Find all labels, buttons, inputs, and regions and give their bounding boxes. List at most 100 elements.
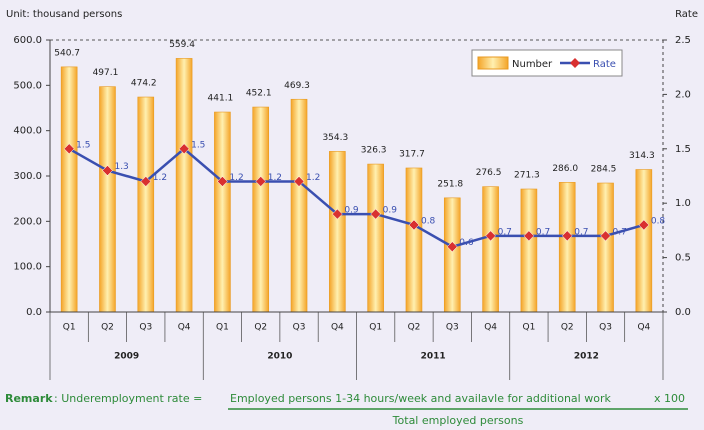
rate-value-label: 0.8 <box>651 216 666 226</box>
rate-marker <box>331 208 343 220</box>
legend-box <box>471 49 623 77</box>
bar-value-label: 284.5 <box>591 165 617 175</box>
y2-tick-label: 2.0 <box>675 89 691 100</box>
rate-marker <box>217 176 228 187</box>
bar <box>443 197 461 313</box>
rate-marker <box>63 143 75 155</box>
rate-marker <box>178 143 190 155</box>
bar <box>520 188 538 313</box>
rate-value-label: 0.9 <box>344 206 359 216</box>
legend-marker <box>570 58 580 68</box>
rate-value-label: 1.2 <box>229 173 243 183</box>
remark-lhs: : Underemployment rate = <box>54 392 202 405</box>
bar <box>635 169 653 313</box>
bar <box>405 167 423 313</box>
y-tick-label: 0.0 <box>26 307 42 318</box>
x-tick-label: Q3 <box>599 323 612 333</box>
group-label: 2011 <box>421 352 446 362</box>
bar-value-label: 469.3 <box>284 81 310 91</box>
bar <box>290 98 308 313</box>
legend-label: Rate <box>593 59 616 70</box>
bar-value-label: 326.3 <box>361 146 387 156</box>
rate-value-label: 0.7 <box>613 227 627 237</box>
bar <box>482 186 499 313</box>
rate-line <box>68 147 645 249</box>
bar-value-label: 314.3 <box>629 151 655 161</box>
bar <box>558 182 576 313</box>
x-tick-label: Q4 <box>637 323 650 333</box>
x-tick-label: Q2 <box>561 323 574 333</box>
rate-marker <box>523 230 535 242</box>
group-label: 2009 <box>114 352 139 362</box>
rate-value-label: 1.2 <box>306 173 320 183</box>
remark-denominator: Total employed persons <box>392 414 524 427</box>
bar-value-label: 452.1 <box>246 89 272 99</box>
bar-value-label: 354.3 <box>322 133 348 143</box>
rate-marker <box>561 230 573 242</box>
x-tick-label: Q4 <box>484 323 497 333</box>
rate-value-label: 1.2 <box>153 173 167 183</box>
bar-value-label: 540.7 <box>54 48 80 58</box>
bar-value-label: 276.5 <box>476 168 502 178</box>
x-tick-label: Q3 <box>446 323 459 333</box>
remark-multiplier: x 100 <box>654 392 685 405</box>
bar-value-label: 441.1 <box>208 94 234 104</box>
y-tick-label: 100.0 <box>13 262 42 273</box>
rate-marker <box>293 176 305 187</box>
rate-value-label: 1.5 <box>76 140 90 150</box>
rate-value-label: 0.7 <box>498 227 512 237</box>
bar-value-label: 497.1 <box>93 68 119 78</box>
y-tick-label: 500.0 <box>13 80 42 91</box>
rate-marker <box>408 219 420 231</box>
y2-tick-label: 1.0 <box>675 198 691 209</box>
rate-marker <box>102 165 113 176</box>
rate-marker <box>446 241 458 253</box>
bar-value-label: 317.7 <box>399 149 425 159</box>
y-axis-label: Unit: thousand persons <box>6 9 122 20</box>
rate-marker <box>370 208 382 220</box>
y-tick-label: 600.0 <box>13 35 42 46</box>
rate-value-label: 0.9 <box>383 206 398 216</box>
bar <box>99 86 116 313</box>
y2-tick-label: 2.5 <box>675 35 691 46</box>
rate-value-label: 0.8 <box>421 216 436 226</box>
bar-value-label: 251.8 <box>437 179 463 189</box>
y-tick-label: 200.0 <box>13 216 42 227</box>
remark-label: Remark <box>5 392 53 405</box>
x-tick-label: Q1 <box>369 323 382 333</box>
bar <box>367 163 384 313</box>
rate-marker <box>140 176 152 187</box>
bar-value-label: 474.2 <box>131 79 157 89</box>
bar <box>214 111 231 313</box>
rate-marker <box>638 219 650 231</box>
bar <box>175 58 193 313</box>
rate-value-label: 0.7 <box>574 227 588 237</box>
rate-value-label: 0.6 <box>459 238 474 248</box>
y2-tick-label: 0.0 <box>675 307 691 318</box>
x-tick-label: Q4 <box>178 323 191 333</box>
rate-value-label: 0.7 <box>536 227 550 237</box>
rate-value-label: 1.3 <box>114 162 128 172</box>
remark-numerator: Employed persons 1-34 hours/week and ava… <box>230 392 611 405</box>
y2-tick-label: 1.5 <box>675 144 691 155</box>
y-tick-label: 300.0 <box>13 171 42 182</box>
x-tick-label: Q2 <box>254 323 267 333</box>
bar <box>329 151 346 313</box>
rate-marker <box>600 230 611 242</box>
group-label: 2010 <box>267 352 292 362</box>
group-label: 2012 <box>574 352 599 362</box>
y-tick-label: 400.0 <box>13 126 42 137</box>
bar-value-label: 271.3 <box>514 171 540 181</box>
rate-value-label: 1.2 <box>268 173 282 183</box>
x-tick-label: Q3 <box>293 323 306 333</box>
bar-value-label: 286.0 <box>552 164 578 174</box>
rate-marker <box>485 230 496 242</box>
x-tick-label: Q2 <box>408 323 421 333</box>
x-tick-label: Q3 <box>139 323 152 333</box>
rate-value-label: 1.5 <box>191 140 205 150</box>
x-tick-label: Q4 <box>331 323 344 333</box>
legend-swatch <box>477 56 509 70</box>
x-tick-label: Q2 <box>101 323 114 333</box>
legend-label: Number <box>512 59 553 70</box>
